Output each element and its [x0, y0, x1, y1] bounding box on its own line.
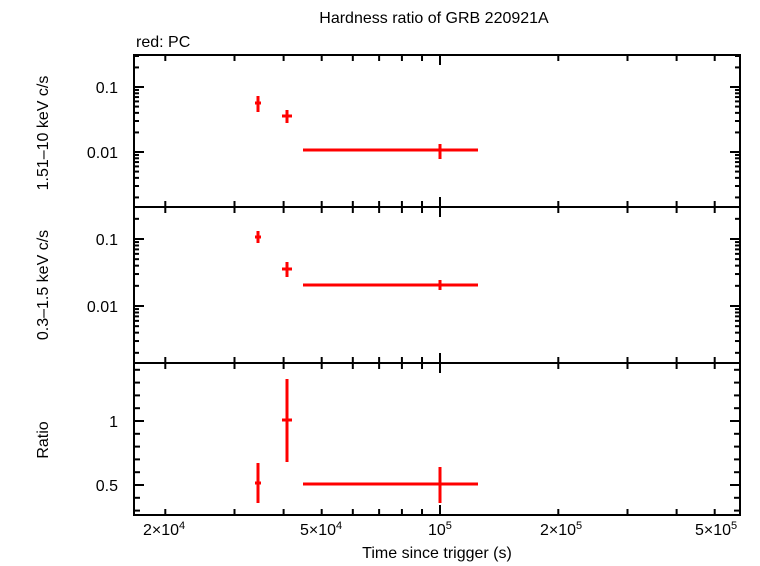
x-ticks	[164, 55, 716, 515]
ytick-bot-0.5: 0.5	[96, 478, 118, 495]
y-ticks	[134, 54, 740, 512]
x-axis-label: Time since trigger (s)	[362, 545, 512, 562]
y-axis-label-middle: 0.3–1.5 keV c/s	[35, 230, 52, 340]
xtick-5e5: 5×105	[695, 520, 737, 539]
ytick-bot-1: 1	[109, 414, 118, 431]
series-middle-pc	[255, 231, 478, 290]
series-bottom-pc	[255, 379, 478, 503]
frame-top	[133, 54, 741, 208]
xtick-1e5: 105	[428, 520, 452, 539]
xtick-5e4: 5×104	[300, 520, 342, 539]
ytick-mid-0.01: 0.01	[87, 299, 118, 316]
y-axis-label-bottom: Ratio	[35, 421, 52, 458]
ytick-top-0.1: 0.1	[96, 80, 118, 97]
x-tick-labels: 2×104 5×104 105 2×105 5×105	[143, 520, 737, 539]
series-top-pc	[255, 96, 478, 159]
xtick-2e4: 2×104	[143, 520, 185, 539]
legend-label: red: PC	[136, 34, 190, 51]
xtick-2e5: 2×105	[540, 520, 582, 539]
ytick-top-0.01: 0.01	[87, 145, 118, 162]
ytick-mid-0.1: 0.1	[96, 232, 118, 249]
y-axis-label-top: 1.51–10 keV c/s	[35, 76, 52, 191]
chart-title: Hardness ratio of GRB 220921A	[319, 10, 549, 27]
frame-bottom	[133, 362, 741, 516]
